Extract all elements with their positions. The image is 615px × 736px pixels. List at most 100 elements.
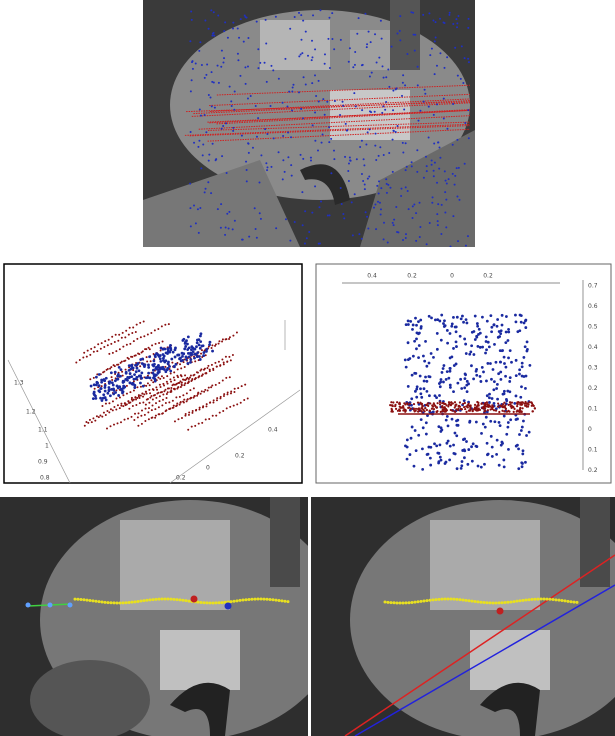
point-blue — [442, 381, 445, 384]
point-red — [193, 395, 195, 397]
point-blue — [436, 332, 439, 335]
feature — [437, 224, 439, 226]
point-blue — [122, 381, 125, 384]
point-red — [204, 372, 206, 374]
feature — [437, 220, 439, 222]
feature — [213, 35, 215, 37]
point-red — [126, 385, 128, 387]
point-blue — [160, 347, 163, 350]
track-point — [471, 600, 474, 603]
point-red — [156, 389, 158, 391]
point-blue — [104, 390, 107, 393]
point-blue — [110, 371, 113, 374]
feature — [310, 160, 312, 162]
point-blue — [449, 445, 452, 448]
point-red — [155, 402, 157, 404]
feature — [438, 168, 440, 170]
point-blue — [507, 421, 510, 424]
track-point — [275, 599, 278, 602]
track-point — [104, 601, 107, 604]
point-blue — [505, 366, 508, 369]
point-blue — [410, 397, 413, 400]
point-red — [159, 395, 161, 397]
feature — [238, 37, 240, 39]
feature — [431, 160, 433, 162]
point-blue — [192, 350, 195, 353]
point-blue — [496, 325, 499, 328]
track-point — [540, 598, 543, 601]
point-red — [94, 346, 96, 348]
point-red — [208, 418, 210, 420]
point-red — [219, 364, 221, 366]
track-point — [209, 601, 212, 604]
point-red — [169, 391, 171, 393]
point-red — [133, 399, 135, 401]
feature — [266, 166, 268, 168]
feature — [289, 240, 291, 242]
point-blue — [514, 314, 517, 317]
feature — [445, 180, 447, 182]
point-red — [212, 369, 214, 371]
point-red — [90, 348, 92, 350]
point-red — [222, 338, 224, 340]
feature — [435, 21, 437, 23]
point-blue — [518, 373, 521, 376]
feature — [395, 206, 397, 208]
point-red — [100, 348, 102, 350]
point-blue — [117, 394, 120, 397]
point-red — [421, 406, 423, 408]
point-red — [241, 385, 243, 387]
track-point — [387, 601, 390, 604]
feature — [452, 103, 454, 105]
point-blue — [439, 443, 442, 446]
point-blue — [122, 387, 125, 390]
feature — [424, 93, 426, 95]
point-red — [162, 394, 164, 396]
feature — [412, 12, 414, 14]
point-red — [75, 362, 77, 364]
point-red — [106, 369, 108, 371]
track-point — [534, 598, 537, 601]
point-red — [483, 410, 485, 412]
point-red — [102, 371, 104, 373]
point-blue — [460, 317, 463, 320]
point-red — [236, 331, 238, 333]
point-red — [109, 368, 111, 370]
point-blue — [503, 356, 506, 359]
point-blue — [169, 370, 172, 373]
feature — [243, 41, 245, 43]
point-blue — [174, 356, 177, 359]
point-red — [150, 379, 152, 381]
point-blue — [440, 378, 443, 381]
feature — [458, 167, 460, 169]
feature — [312, 14, 314, 16]
feature — [202, 144, 204, 146]
feature — [374, 203, 376, 205]
feature — [217, 15, 219, 17]
point-blue — [455, 326, 458, 329]
point-blue — [128, 369, 131, 372]
feature — [383, 238, 385, 240]
point-red — [391, 404, 393, 406]
point-blue — [413, 465, 416, 468]
point-red — [394, 404, 396, 406]
point-blue — [191, 353, 194, 356]
point-red — [498, 411, 500, 413]
track-point — [173, 598, 176, 601]
axis-label: 0.5 — [588, 324, 598, 331]
point-red — [469, 410, 471, 412]
point-red — [207, 390, 209, 392]
point-blue — [466, 322, 469, 325]
point-red — [120, 403, 122, 405]
point-red — [103, 346, 105, 348]
point-red — [530, 401, 532, 403]
feature — [195, 222, 197, 224]
point-red — [392, 411, 394, 413]
feature — [264, 62, 266, 64]
point-red — [152, 399, 154, 401]
point-red — [93, 351, 95, 353]
point-blue — [188, 346, 191, 349]
point-blue — [453, 364, 456, 367]
point-red — [124, 336, 126, 338]
point-red — [147, 382, 149, 384]
